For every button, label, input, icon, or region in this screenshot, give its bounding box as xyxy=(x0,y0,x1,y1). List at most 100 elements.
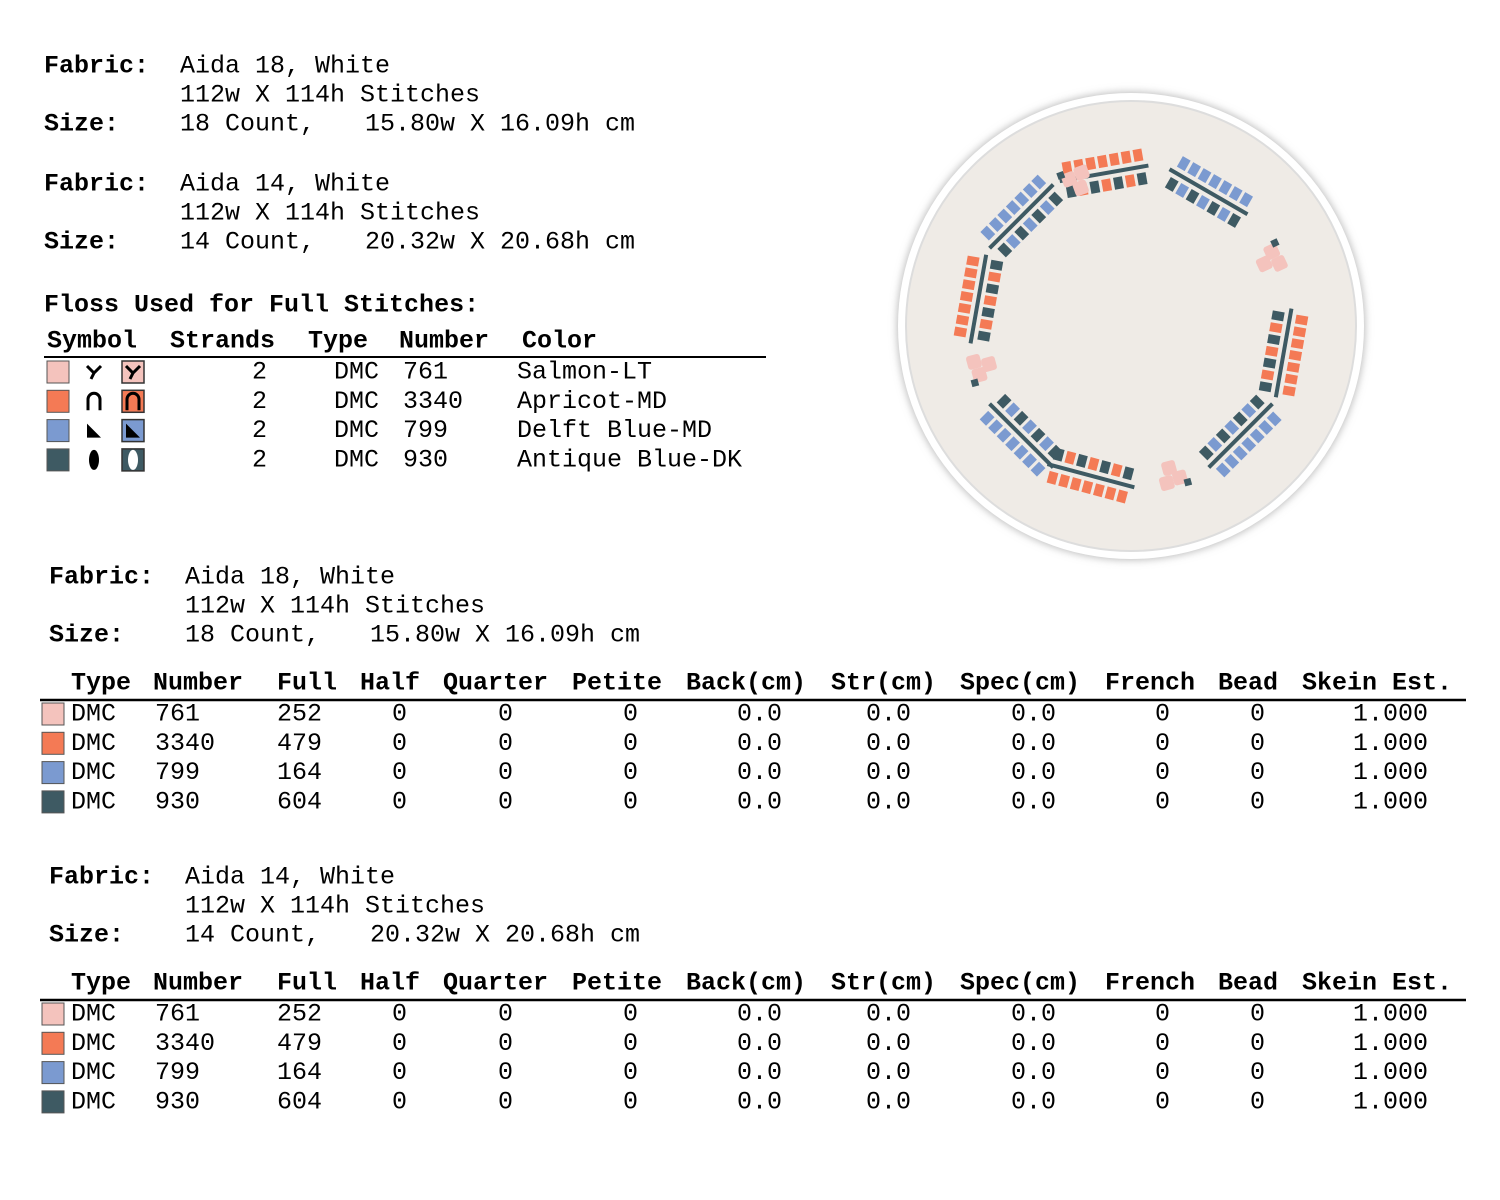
color-name: Apricot-MD xyxy=(517,387,667,416)
berry xyxy=(1158,475,1175,491)
table-cell: 0 xyxy=(623,1088,638,1117)
strands: 2 xyxy=(252,416,267,445)
floss-header: Type xyxy=(308,327,368,356)
table-cell: 0 xyxy=(392,788,407,817)
table-cell: 164 xyxy=(277,758,322,787)
table-cell: DMC xyxy=(71,729,116,758)
berry xyxy=(1161,460,1177,476)
color-swatch xyxy=(41,790,65,814)
bud xyxy=(955,314,970,326)
table-cell: 0 xyxy=(392,1088,407,1117)
table-header: Str(cm) xyxy=(831,969,936,998)
table-cell: DMC xyxy=(71,1058,116,1087)
table-header: Petite xyxy=(572,669,662,698)
bud xyxy=(1104,486,1117,501)
table-cell: 1.000 xyxy=(1353,1058,1428,1087)
fabric-value: Aida 14, White xyxy=(185,863,395,892)
table-cell: 761 xyxy=(155,700,200,729)
table-header: Full xyxy=(277,669,337,698)
bud xyxy=(1241,437,1257,452)
table-cell: 0 xyxy=(1155,729,1170,758)
floss-type: DMC xyxy=(334,387,379,416)
strands: 2 xyxy=(252,446,267,475)
symbol xyxy=(128,449,138,470)
berry xyxy=(971,366,988,383)
bud xyxy=(989,259,1004,271)
bud xyxy=(1013,444,1029,460)
table-cell: 0 xyxy=(1250,1088,1265,1117)
table-header: Type xyxy=(71,969,131,998)
stem xyxy=(1207,402,1274,469)
wreath-motif xyxy=(1255,238,1288,273)
fabric-label: Fabric: xyxy=(44,170,149,199)
bud xyxy=(1224,453,1240,469)
bud xyxy=(1031,208,1047,224)
stitch-count: 112w X 114h Stitches xyxy=(180,199,480,228)
table-cell: 0 xyxy=(623,1058,638,1087)
bud xyxy=(1039,436,1054,452)
table-cell: 0 xyxy=(623,1029,638,1058)
berry xyxy=(1271,255,1288,272)
table-cell: 799 xyxy=(155,758,200,787)
table-header: Number xyxy=(153,969,243,998)
table-cell: 0.0 xyxy=(866,700,911,729)
wreath-motif xyxy=(1158,460,1193,491)
table-cell: DMC xyxy=(71,788,116,817)
fabric-label: Fabric: xyxy=(49,563,154,592)
table-cell: 0.0 xyxy=(1011,788,1056,817)
table-cell: DMC xyxy=(71,1000,116,1029)
table-header: Bead xyxy=(1218,969,1278,998)
table-header: Quarter xyxy=(443,669,548,698)
bud xyxy=(1239,192,1254,208)
table-cell: 0.0 xyxy=(866,1058,911,1087)
bud xyxy=(1085,156,1097,171)
stem xyxy=(1270,238,1280,248)
bud xyxy=(1175,182,1190,198)
table-cell: 0 xyxy=(498,1000,513,1029)
berry xyxy=(1060,171,1078,188)
table-cell: 1.000 xyxy=(1353,788,1428,817)
table-header: Half xyxy=(360,969,420,998)
stem xyxy=(1168,167,1249,216)
bud xyxy=(1282,385,1296,397)
floss-number: 930 xyxy=(403,446,448,475)
color-swatch xyxy=(46,448,70,472)
floss-header: Color xyxy=(522,327,597,356)
bud xyxy=(1185,188,1200,204)
table-cell: 0 xyxy=(623,758,638,787)
size-label: Size: xyxy=(44,228,119,257)
bud xyxy=(988,217,1004,232)
table-cell: DMC xyxy=(71,700,116,729)
table-cell: 479 xyxy=(277,1029,322,1058)
table-cell: 0 xyxy=(623,1000,638,1029)
fabric-count: 14 Count, xyxy=(180,228,315,257)
bud xyxy=(1022,217,1038,232)
table-cell: 0.0 xyxy=(866,758,911,787)
bud xyxy=(1164,176,1179,192)
berry xyxy=(981,356,997,372)
bud xyxy=(1267,334,1281,345)
bud xyxy=(1292,326,1307,338)
table-header: Quarter xyxy=(443,969,548,998)
floss-type: DMC xyxy=(334,446,379,475)
table-header: Skein Est. xyxy=(1302,669,1452,698)
table-cell: 0 xyxy=(1155,1029,1170,1058)
bud xyxy=(1022,183,1038,199)
symbol xyxy=(85,364,103,380)
bud xyxy=(966,255,980,267)
bud xyxy=(1218,180,1233,196)
floss-number: 761 xyxy=(403,358,448,387)
table-cell: 0 xyxy=(1250,729,1265,758)
floss-number: 799 xyxy=(403,416,448,445)
stem xyxy=(1056,170,1066,180)
bud xyxy=(1258,420,1274,435)
wreath-motif xyxy=(979,393,1063,477)
table-cell: 0 xyxy=(498,1058,513,1087)
table-cell: 0 xyxy=(498,788,513,817)
table-cell: 0 xyxy=(498,700,513,729)
table-header: Bead xyxy=(1218,669,1278,698)
table-cell: 0 xyxy=(392,700,407,729)
bud xyxy=(996,393,1012,409)
floss-title: Floss Used for Full Stitches: xyxy=(44,291,479,320)
stem xyxy=(970,378,980,388)
